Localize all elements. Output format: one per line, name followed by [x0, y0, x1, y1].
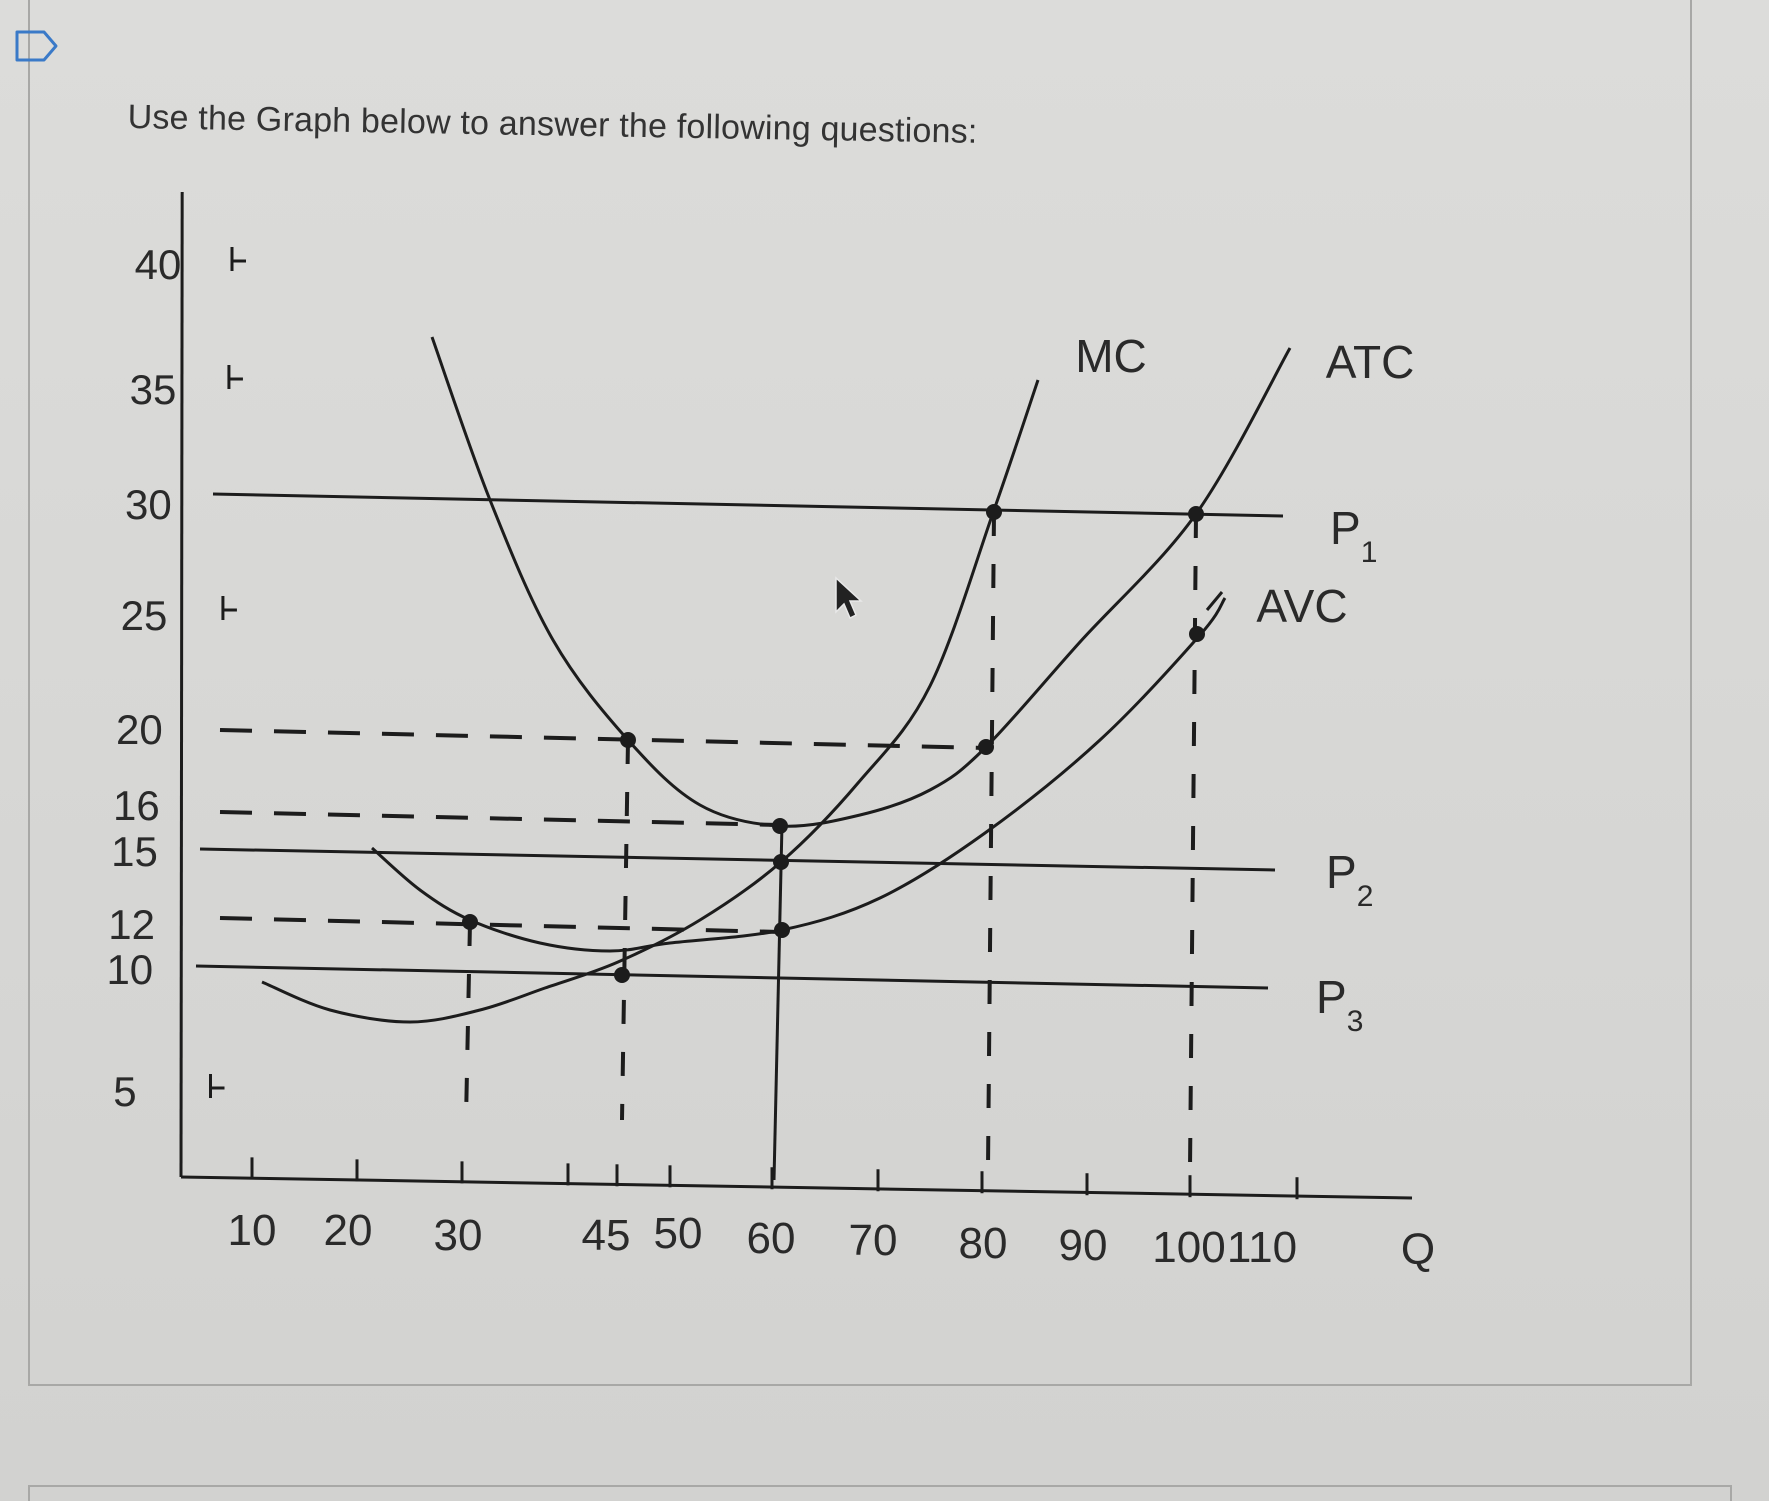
y-tick-label-12: 12: [108, 901, 155, 948]
x-tick-label-70: 70: [849, 1216, 898, 1265]
curve-atc: [430, 336, 1292, 828]
label-p2: P2: [1326, 846, 1373, 913]
y-tick-label-16: 16: [113, 782, 160, 829]
x-tick-label-90: 90: [1059, 1221, 1108, 1270]
y-tick-label-30: 30: [125, 481, 172, 528]
data-point-0: [462, 914, 478, 930]
y-axis: [179, 191, 184, 1178]
x-axis-label-q: Q: [1401, 1225, 1435, 1274]
data-point-6: [986, 504, 1002, 520]
y-tick-label-10: 10: [106, 946, 153, 993]
data-point-5: [774, 922, 790, 938]
dashed-h-12: [219, 916, 781, 934]
price-line-p1: [212, 492, 1284, 518]
x-tick-label-110: 110: [1227, 1223, 1297, 1272]
flag-icon[interactable]: [14, 28, 60, 64]
data-point-8: [1188, 506, 1204, 522]
avc-pointer: [1205, 591, 1224, 611]
x-tick-label-20: 20: [324, 1206, 373, 1255]
question-card: [28, 0, 1692, 1386]
price-line-p3: [195, 964, 1269, 990]
curve-mc: [261, 379, 1040, 1024]
y-tick-label-25: 25: [121, 592, 168, 639]
y-tick-label-15: 15: [111, 828, 158, 875]
x-tick-label-100: 100: [1152, 1223, 1225, 1272]
data-point-2: [614, 967, 630, 983]
label-avc: AVC: [1256, 580, 1347, 632]
mouse-cursor-icon: [835, 576, 863, 620]
x-tick-label-45: 45: [582, 1211, 631, 1260]
dashed-h-16: [219, 810, 781, 827]
curve-avc: [371, 597, 1227, 953]
label-p3: P3: [1316, 971, 1363, 1038]
data-point-7: [978, 739, 994, 755]
x-tick-label-50: 50: [654, 1209, 703, 1258]
dashed-v-30: [464, 921, 472, 1121]
dashed-v-100: [1188, 513, 1198, 1171]
y-tick-label-40: 40: [135, 241, 182, 288]
x-tick-label-80: 80: [959, 1219, 1008, 1268]
solid-v-60: [772, 823, 784, 1181]
dashed-v-80: [986, 511, 996, 1169]
label-mc: MC: [1075, 330, 1147, 382]
data-point-3: [772, 818, 788, 834]
data-point-1: [620, 732, 636, 748]
x-tick-label-10: 10: [228, 1206, 277, 1255]
y-tick-label-35: 35: [130, 366, 177, 413]
data-point-9: [1189, 626, 1205, 642]
x-axis: [180, 1175, 1413, 1200]
next-question-card: [28, 1485, 1732, 1501]
x-tick-label-30: 30: [434, 1211, 483, 1260]
dashed-h-20: [219, 728, 987, 750]
label-atc: ATC: [1326, 336, 1415, 388]
data-point-4: [773, 854, 789, 870]
dashed-v-45: [620, 739, 630, 1121]
y-tick-label-5: 5: [113, 1068, 136, 1115]
y-tick-label-20: 20: [116, 706, 163, 753]
price-line-p2: [199, 847, 1276, 872]
x-tick-label-60: 60: [747, 1214, 796, 1263]
label-p1: P1: [1330, 502, 1377, 569]
